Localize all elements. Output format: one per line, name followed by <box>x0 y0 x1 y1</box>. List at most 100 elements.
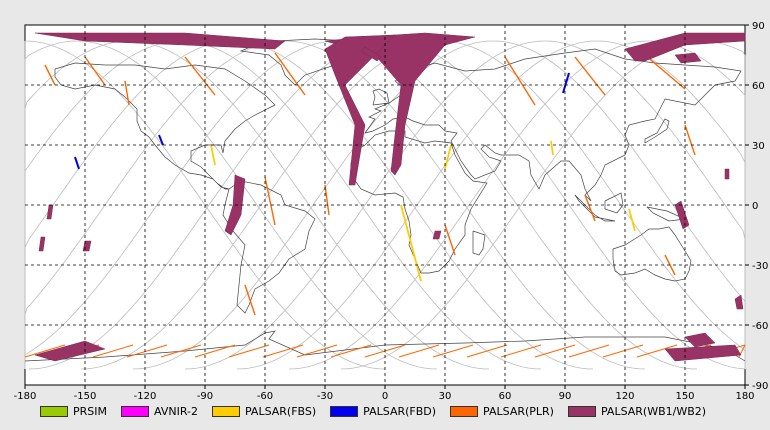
plr-strip <box>330 344 372 358</box>
legend-item: PALSAR(WB1/WB2) <box>567 404 707 418</box>
x-tick-label: 120 <box>615 391 634 400</box>
plr-strip <box>264 176 276 226</box>
plr-strip <box>24 344 66 358</box>
plr-strip <box>324 184 330 216</box>
plr-strip <box>432 344 474 358</box>
coastline <box>612 226 692 282</box>
coverage-map: -180 -150 -120 -90 -60 -30 0 30 60 90 120 150 180 90 6… <box>14 21 769 400</box>
wb-swath <box>624 32 746 62</box>
wb-swath <box>34 32 286 50</box>
legend-label: PALSAR(WB1/WB2) <box>600 404 707 418</box>
observation-swaths <box>24 32 746 362</box>
y-tick-label: -30 <box>752 261 768 272</box>
fbs-strip <box>628 208 636 232</box>
x-tick-label: -150 <box>74 391 97 400</box>
y-tick-label: 90 <box>752 21 765 32</box>
coastline <box>604 192 624 214</box>
y-tick-label: 30 <box>752 141 765 152</box>
wb-swath <box>664 344 742 362</box>
fbs-strip <box>400 204 422 282</box>
wb-swath <box>724 168 730 180</box>
y-tick-label: -60 <box>752 321 768 332</box>
legend-swatch <box>40 405 68 417</box>
legend-label: PRSIM <box>73 404 107 418</box>
y-tick-label: -90 <box>752 381 768 392</box>
plr-strip <box>244 284 256 316</box>
graticule <box>24 24 749 389</box>
legend-label: PALSAR(PLR) <box>483 404 554 418</box>
fbd-strip <box>562 72 570 94</box>
coastline <box>54 62 276 190</box>
x-tick-label: -90 <box>197 391 213 400</box>
x-tick-label: -180 <box>14 391 37 400</box>
fbs-strip <box>550 140 554 156</box>
wb-swath <box>432 230 442 240</box>
x-tick-label: 180 <box>735 391 754 400</box>
orbit-track <box>388 40 746 370</box>
plr-strip <box>228 344 270 358</box>
legend: PRSIM AVNIR-2 PALSAR(FBS) PALSAR(FBD) PALSAR… <box>40 402 720 420</box>
coastline <box>646 206 687 222</box>
legend-swatch <box>121 405 149 417</box>
plr-strip <box>584 194 596 222</box>
legend-item: AVNIR-2 <box>121 405 198 418</box>
orbit-track <box>340 40 702 370</box>
plr-strip <box>500 344 542 358</box>
tick-labels: -180 -150 -120 -90 -60 -30 0 30 60 90 120 150 180 90 6… <box>14 21 769 400</box>
legend-swatch <box>330 405 359 417</box>
wb-swath <box>674 52 702 64</box>
plr-strip <box>124 80 130 106</box>
fbs-strip <box>444 144 452 170</box>
plr-strip <box>92 344 134 358</box>
legend-item: PALSAR(FBD) <box>330 405 436 418</box>
plr-strip <box>398 344 440 358</box>
wb-swath <box>674 200 690 230</box>
orbit-track <box>76 40 438 370</box>
plr-strip <box>296 344 338 358</box>
plr-strip <box>84 56 106 86</box>
x-tick-label: -120 <box>134 391 157 400</box>
x-tick-label: 30 <box>439 391 452 400</box>
wb-swath <box>38 236 46 252</box>
y-tick-label: 60 <box>752 81 765 92</box>
coastline <box>350 130 488 274</box>
plr-strip <box>160 344 202 358</box>
legend-label: PALSAR(FBD) <box>363 404 437 418</box>
wb-swath <box>34 340 106 362</box>
coastline <box>364 48 742 202</box>
legend-item: PALSAR(PLR) <box>450 405 554 418</box>
legend-swatch <box>450 405 479 417</box>
legend-swatch <box>211 405 240 417</box>
plr-strip <box>568 344 610 358</box>
plr-strip <box>644 54 686 90</box>
legend-item: PALSAR(FBS) <box>211 404 317 418</box>
plr-strip <box>602 344 644 358</box>
x-tick-label: -30 <box>317 391 333 400</box>
coastline <box>574 194 616 222</box>
coastline <box>372 88 390 106</box>
plr-strip <box>684 124 696 156</box>
legend-label: PALSAR(FBS) <box>244 404 317 418</box>
plr-strip <box>466 344 508 358</box>
plr-strip <box>44 64 56 86</box>
plr-strip <box>274 52 306 96</box>
plr-strip <box>126 344 168 358</box>
plr-strip <box>194 344 236 358</box>
x-tick-label: 90 <box>559 391 572 400</box>
y-tick-label: 0 <box>752 201 758 212</box>
fbd-strip <box>74 156 80 170</box>
plr-strip <box>534 344 576 358</box>
wb-swath <box>360 46 382 62</box>
plr-strip <box>262 344 304 358</box>
plr-strip <box>184 56 216 96</box>
legend-item: PRSIM <box>40 405 107 418</box>
wb-swath <box>324 34 396 186</box>
fbs-strip <box>210 144 216 166</box>
plr-strip <box>636 344 678 358</box>
legend-swatch <box>567 405 596 417</box>
legend-label: AVNIR-2 <box>154 404 198 418</box>
plr-strip <box>444 224 456 256</box>
plr-strip <box>504 56 536 106</box>
wb-swath <box>684 332 716 348</box>
orbit-track <box>184 40 546 370</box>
